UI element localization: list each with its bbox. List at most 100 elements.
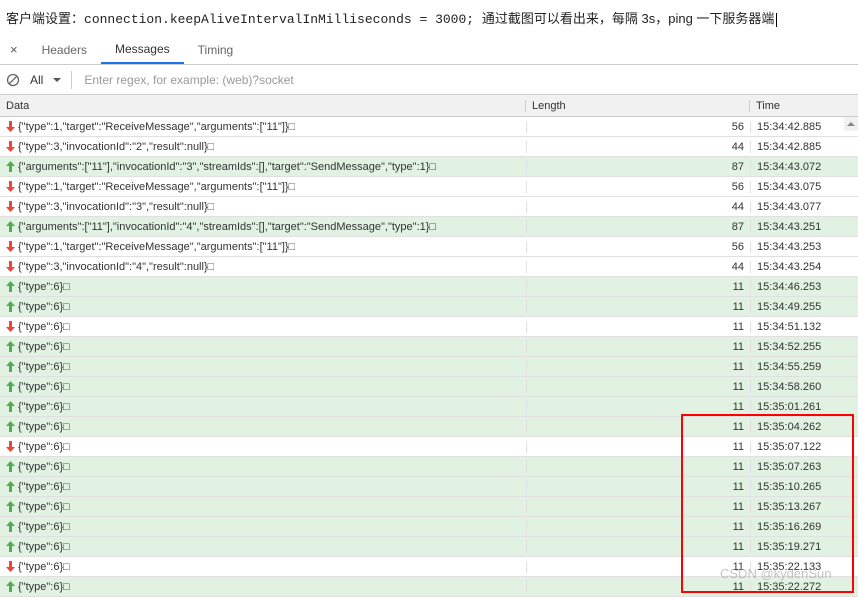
arrow-up-icon <box>4 521 16 532</box>
cell-data-text: {"type":6}□ <box>18 581 70 593</box>
message-row[interactable]: {"type":6}□1115:34:55.259 <box>0 357 858 377</box>
cell-data: {"type":6}□ <box>0 461 526 473</box>
dropdown-caret-icon[interactable] <box>53 76 61 84</box>
arrow-up-icon <box>4 301 16 312</box>
cell-length: 11 <box>526 401 750 413</box>
cell-data: {"type":6}□ <box>0 401 526 413</box>
arrow-down-icon <box>4 241 16 252</box>
close-tab-button[interactable]: × <box>6 42 28 57</box>
annotation-suffix: 通过截图可以看出来，每隔 3s，ping 一下服务器端 <box>482 11 775 26</box>
cell-data-text: {"type":3,"invocationId":"3","result":nu… <box>18 201 214 213</box>
cell-length: 44 <box>526 261 750 273</box>
clear-icon[interactable] <box>6 73 20 87</box>
cell-data: {"type":6}□ <box>0 301 526 313</box>
cell-data-text: {"type":1,"target":"ReceiveMessage","arg… <box>18 121 295 133</box>
cell-data-text: {"type":6}□ <box>18 281 70 293</box>
cell-data: {"type":1,"target":"ReceiveMessage","arg… <box>0 121 526 133</box>
message-row[interactable]: {"type":6}□1115:35:07.122 <box>0 437 858 457</box>
arrow-down-icon <box>4 561 16 572</box>
message-row[interactable]: {"type":6}□1115:34:49.255 <box>0 297 858 317</box>
arrow-up-icon <box>4 501 16 512</box>
scroll-up-button[interactable] <box>844 117 858 131</box>
cell-time: 15:35:13.267 <box>750 501 844 513</box>
message-row[interactable]: {"arguments":["11"],"invocationId":"3","… <box>0 157 858 177</box>
column-header-length[interactable]: Length <box>526 100 750 112</box>
message-row[interactable]: {"type":3,"invocationId":"4","result":nu… <box>0 257 858 277</box>
cell-length: 56 <box>526 121 750 133</box>
message-row[interactable]: {"type":6}□1115:34:46.253 <box>0 277 858 297</box>
cell-data: {"type":3,"invocationId":"2","result":nu… <box>0 141 526 153</box>
cell-data: {"type":6}□ <box>0 361 526 373</box>
message-row[interactable]: {"type":6}□1115:35:16.269 <box>0 517 858 537</box>
cell-data: {"type":6}□ <box>0 481 526 493</box>
cell-length: 11 <box>526 441 750 453</box>
cell-data: {"type":6}□ <box>0 381 526 393</box>
cell-length: 56 <box>526 241 750 253</box>
message-row[interactable]: {"type":1,"target":"ReceiveMessage","arg… <box>0 237 858 257</box>
cell-data-text: {"type":6}□ <box>18 481 70 493</box>
cell-data: {"arguments":["11"],"invocationId":"3","… <box>0 161 526 173</box>
cell-time: 15:34:49.255 <box>750 301 844 313</box>
arrow-up-icon <box>4 541 16 552</box>
cell-time: 15:34:43.075 <box>750 181 844 193</box>
message-row[interactable]: {"type":1,"target":"ReceiveMessage","arg… <box>0 117 858 137</box>
tab-messages[interactable]: Messages <box>101 36 184 64</box>
cell-data-text: {"type":6}□ <box>18 521 70 533</box>
annotation-code: connection.keepAliveIntervalInMillisecon… <box>84 12 482 27</box>
message-row[interactable]: {"type":6}□1115:35:19.271 <box>0 537 858 557</box>
cell-data: {"type":6}□ <box>0 581 526 593</box>
tab-timing[interactable]: Timing <box>184 37 248 63</box>
cell-time: 15:35:07.122 <box>750 441 844 453</box>
arrow-down-icon <box>4 201 16 212</box>
cell-length: 11 <box>526 521 750 533</box>
tab-headers[interactable]: Headers <box>28 37 101 63</box>
arrow-up-icon <box>4 281 16 292</box>
cell-length: 87 <box>526 161 750 173</box>
message-row[interactable]: {"type":6}□ 1115:35:10.265 <box>0 477 858 497</box>
message-row[interactable]: {"type":1,"target":"ReceiveMessage","arg… <box>0 177 858 197</box>
cell-data: {"type":6}□ <box>0 281 526 293</box>
message-row[interactable]: {"arguments":["11"],"invocationId":"4","… <box>0 217 858 237</box>
cell-length: 87 <box>526 221 750 233</box>
cell-data: {"type":6}□ <box>0 441 526 453</box>
message-row[interactable]: {"type":6}□1115:35:01.261 <box>0 397 858 417</box>
cell-time: 15:35:01.261 <box>750 401 844 413</box>
cell-data-text: {"type":6}□ <box>18 301 70 313</box>
message-row[interactable]: {"type":6}□1115:35:13.267 <box>0 497 858 517</box>
message-row[interactable]: {"type":6}□1115:35:22.272 <box>0 577 858 597</box>
filter-divider <box>71 71 72 89</box>
message-row[interactable]: {"type":6}□1115:35:07.263 <box>0 457 858 477</box>
cell-data: {"type":3,"invocationId":"3","result":nu… <box>0 201 526 213</box>
column-header-time[interactable]: Time <box>750 100 844 112</box>
cell-time: 15:35:22.133 <box>750 561 844 573</box>
message-row[interactable]: {"type":3,"invocationId":"3","result":nu… <box>0 197 858 217</box>
arrow-down-icon <box>4 141 16 152</box>
cell-data: {"type":6}□ <box>0 541 526 553</box>
cell-time: 15:35:10.265 <box>750 481 844 493</box>
arrow-down-icon <box>4 181 16 192</box>
arrow-up-icon <box>4 221 16 232</box>
cell-length: 11 <box>526 481 750 493</box>
message-row[interactable]: {"type":3,"invocationId":"2","result":nu… <box>0 137 858 157</box>
cell-data: {"type":6}□ <box>0 421 526 433</box>
cell-length: 11 <box>526 561 750 573</box>
cell-time: 15:34:51.132 <box>750 321 844 333</box>
message-row[interactable]: {"type":6}□1115:34:52.255 <box>0 337 858 357</box>
cell-data-text: {"type":3,"invocationId":"4","result":nu… <box>18 261 214 273</box>
message-row[interactable]: {"type":6}□1115:35:22.133 <box>0 557 858 577</box>
filter-all-label[interactable]: All <box>26 73 47 87</box>
column-header-data[interactable]: Data <box>0 100 526 112</box>
message-row[interactable]: {"type":6}□1115:35:04.262 <box>0 417 858 437</box>
arrow-up-icon <box>4 461 16 472</box>
message-row[interactable]: {"type":6}□1115:34:51.132 <box>0 317 858 337</box>
cell-data-text: {"type":6}□ <box>18 421 70 433</box>
cell-data: {"arguments":["11"],"invocationId":"4","… <box>0 221 526 233</box>
message-row[interactable]: {"type":6}□1115:34:58.260 <box>0 377 858 397</box>
cell-time: 15:34:43.077 <box>750 201 844 213</box>
cell-data-text: {"type":6}□ <box>18 461 70 473</box>
arrow-up-icon <box>4 421 16 432</box>
filter-input[interactable] <box>82 69 852 91</box>
filter-bar: All <box>0 65 858 95</box>
arrow-up-icon <box>4 581 16 592</box>
cell-length: 11 <box>526 501 750 513</box>
